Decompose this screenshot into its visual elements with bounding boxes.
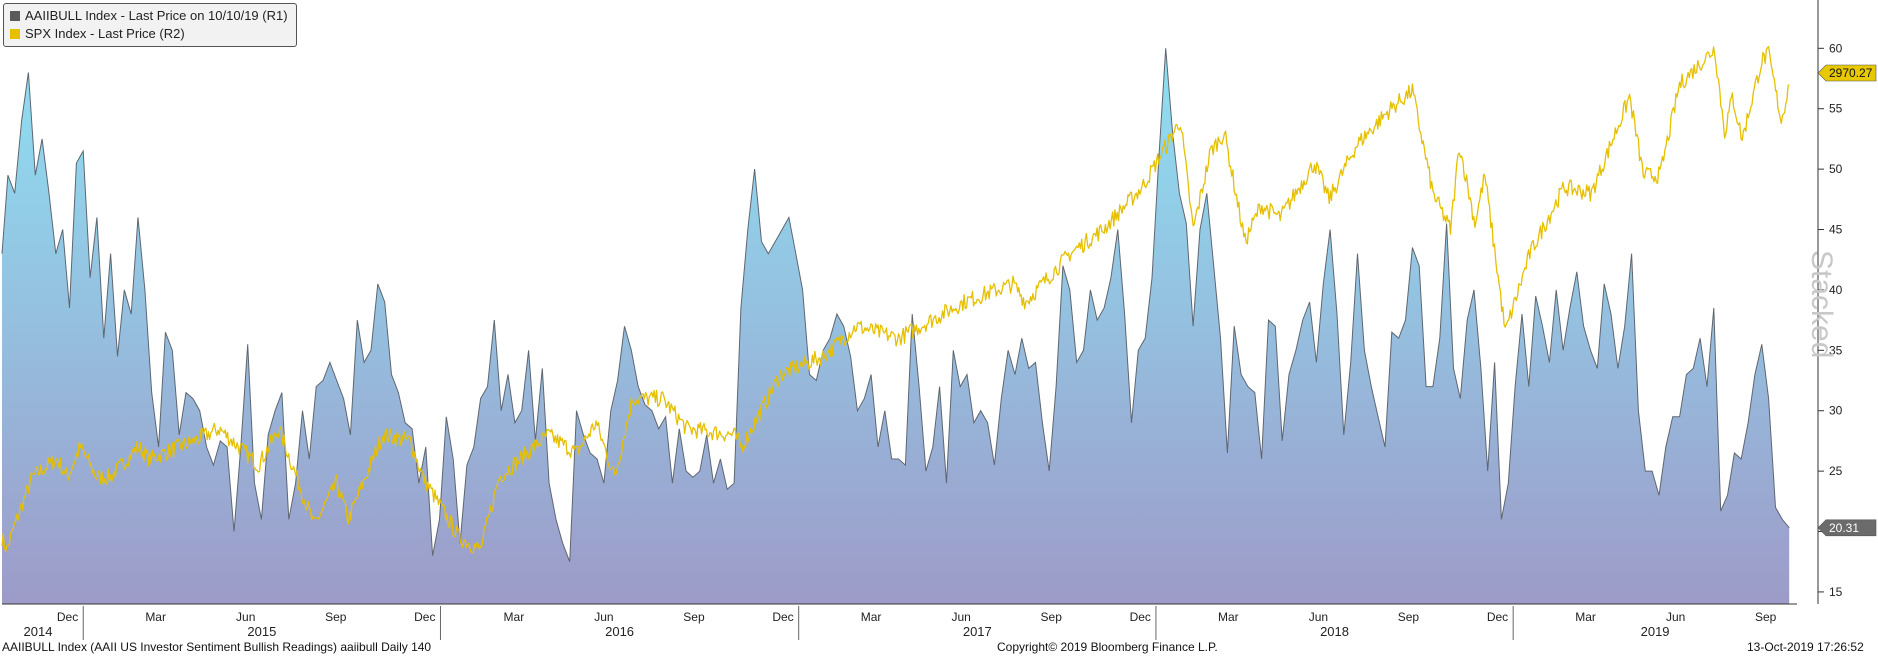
x-month-label: Mar [861,610,882,624]
aaii-last-value-tag-label: 20.31 [1829,521,1859,535]
x-month-label: Dec [414,610,435,624]
x-month-label: Jun [236,610,255,624]
x-month-label: Dec [772,610,793,624]
y-tick-label: 55 [1829,102,1843,116]
x-month-label: Sep [325,610,347,624]
x-month-label: Mar [504,610,525,624]
legend-item-aaii: AAIIBULL Index - Last Price on 10/10/19 … [10,7,288,25]
x-month-label: Jun [951,610,970,624]
y-tick-label: 15 [1829,585,1843,599]
x-month-label: Jun [1666,610,1685,624]
legend: AAIIBULL Index - Last Price on 10/10/19 … [3,3,297,47]
x-year-label: 2017 [963,624,992,639]
y-tick-label: 35 [1829,343,1843,357]
legend-label-spx: SPX Index - Last Price (R2) [25,26,185,41]
x-month-label: Mar [1218,610,1239,624]
x-month-label: Sep [1755,610,1777,624]
x-month-label: Mar [145,610,166,624]
y-tick-label: 50 [1829,162,1843,176]
x-year-label: 2019 [1641,624,1670,639]
spx-last-value-tag-label: 2970.27 [1829,66,1873,80]
x-month-label: Sep [1041,610,1063,624]
aaii-area [2,48,1790,605]
x-month-label: Sep [1398,610,1420,624]
aaii-last-value-tag: 20.31 [1817,519,1877,537]
x-year-label: 2015 [247,624,276,639]
x-month-label: Jun [1309,610,1328,624]
x-year-label: 2018 [1320,624,1349,639]
x-year-label: 2016 [605,624,634,639]
x-year-label: 2014 [24,624,53,639]
legend-swatch-spx [10,29,20,39]
y-tick-label: 25 [1829,464,1843,478]
legend-label-aaii: AAIIBULL Index - Last Price on 10/10/19 … [25,8,288,23]
y-tick-label: 45 [1829,223,1843,237]
x-month-label: Dec [1487,610,1508,624]
x-month-label: Dec [57,610,78,624]
aaii-line [1,48,1790,562]
footer-timestamp: 13-Oct-2019 17:26:52 [1747,640,1864,654]
footer-copyright: Copyright© 2019 Bloomberg Finance L.P. [997,640,1218,654]
spx-line [1,45,1790,554]
legend-item-spx: SPX Index - Last Price (R2) [10,25,288,43]
x-month-label: Dec [1130,610,1151,624]
spx-last-value-tag: 2970.27 [1817,64,1877,82]
x-month-label: Mar [1575,610,1596,624]
y-tick-label: 60 [1829,41,1843,55]
x-month-label: Sep [683,610,705,624]
footer-description: AAIIBULL Index (AAII US Investor Sentime… [2,640,432,654]
y-tick-label: 30 [1829,404,1843,418]
legend-swatch-aaii [10,11,20,21]
y-tick-label: 40 [1829,283,1843,297]
x-month-label: Jun [594,610,613,624]
stacked-watermark: Stacked [1805,250,1838,359]
